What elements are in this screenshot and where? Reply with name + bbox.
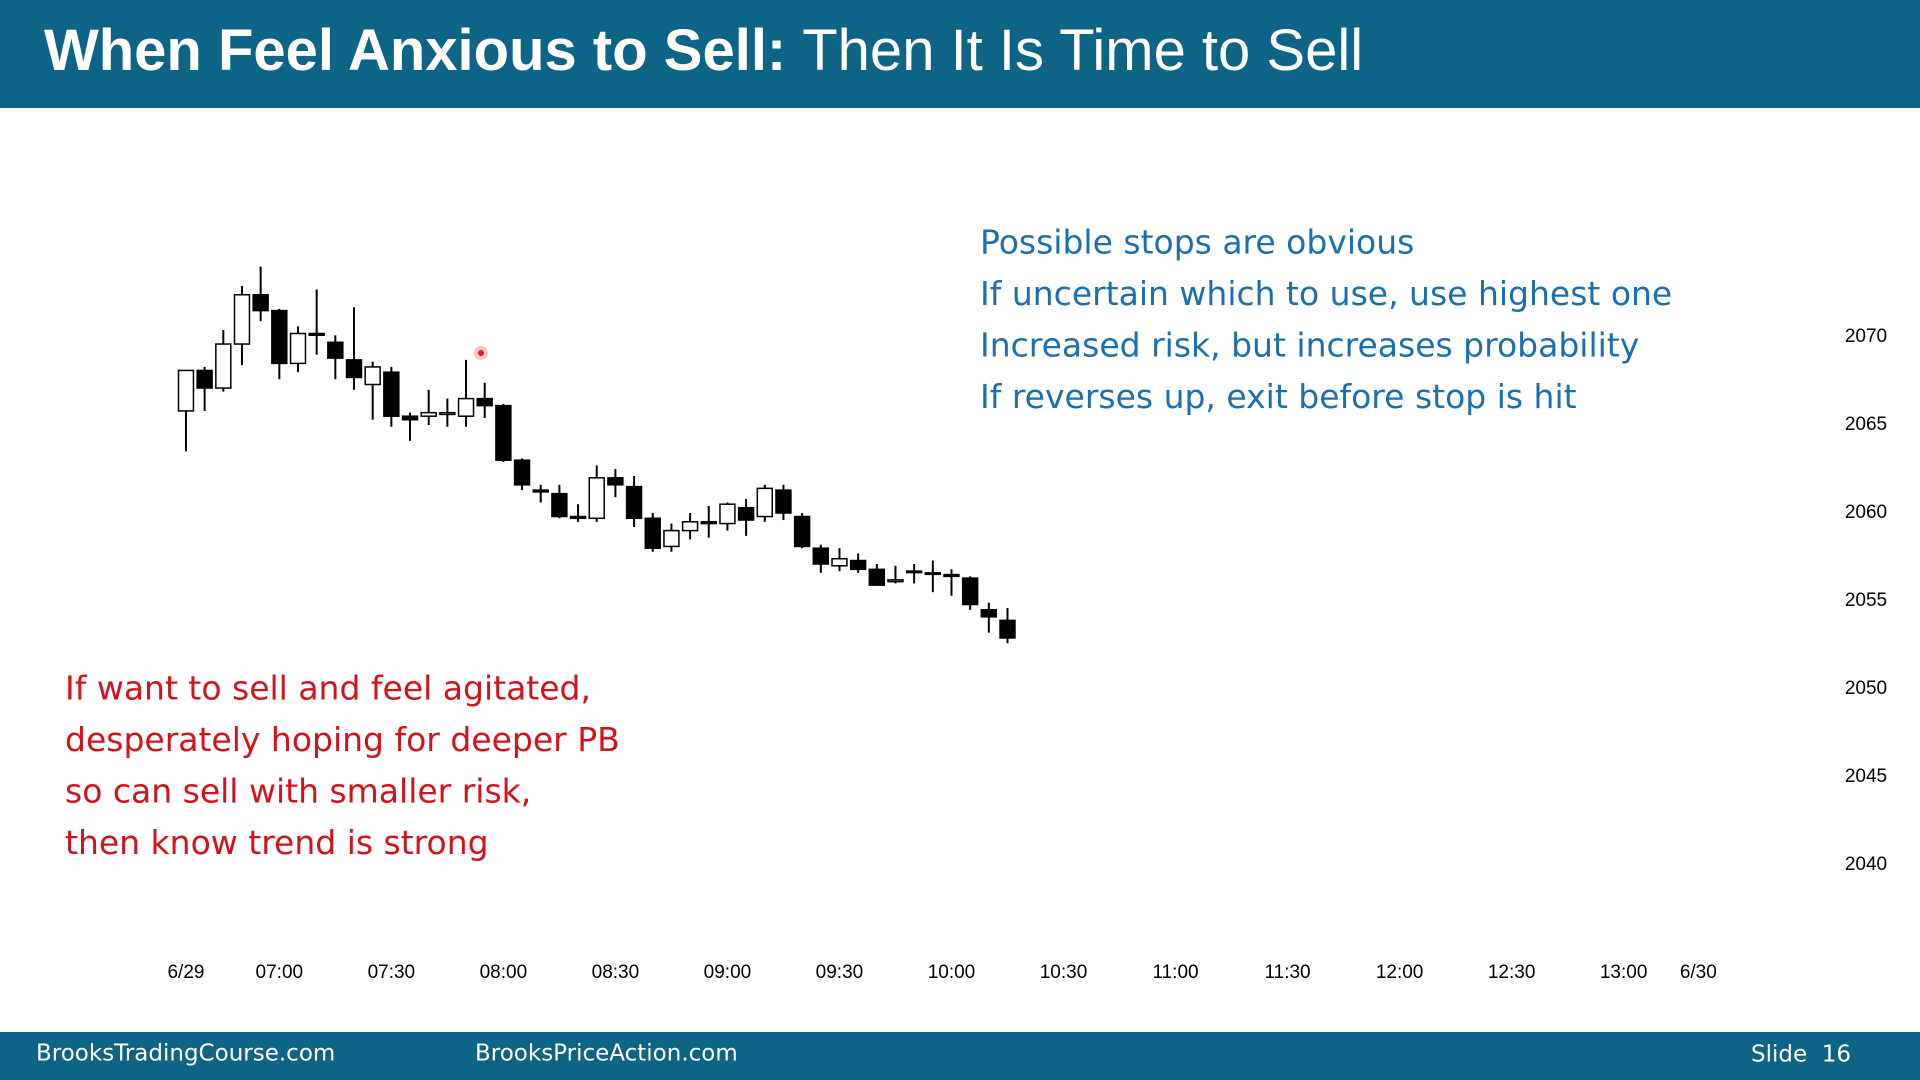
candle-body	[961, 577, 979, 606]
candle-body	[289, 332, 307, 365]
candle-body	[756, 487, 773, 518]
candle-body	[980, 609, 998, 618]
x-tick-label: 07:30	[368, 962, 416, 983]
slide-number: Slide 16	[1751, 1042, 1851, 1068]
x-tick-label: 12:30	[1488, 962, 1536, 983]
y-tick-label: 2045	[1845, 766, 1887, 787]
note-red: then know trend is strong	[65, 823, 489, 862]
candle-body	[924, 572, 942, 576]
x-tick-label: 08:30	[592, 962, 640, 983]
candle-body	[681, 521, 699, 532]
candle-body	[663, 529, 680, 548]
candle-body	[700, 521, 717, 525]
y-tick-label: 2050	[1845, 678, 1887, 699]
candle-body	[420, 411, 437, 417]
candle-body	[719, 503, 736, 525]
candle-body	[271, 309, 288, 365]
candle-body	[868, 568, 886, 586]
plot: 2040 2045 2050 2055 2060 2065 2070 6/29 07:00 07:…	[167, 266, 1887, 983]
x-tick-label: 10:00	[928, 962, 976, 983]
x-tick-label: 09:30	[816, 962, 864, 983]
candle-body	[364, 366, 381, 386]
y-tick-label: 2070	[1845, 326, 1887, 347]
y-tick-label: 2055	[1845, 590, 1887, 611]
candle-body	[177, 369, 195, 412]
x-tick-label: 11:00	[1152, 962, 1198, 983]
footer-center: BrooksPriceAction.com	[475, 1041, 738, 1067]
candle-body	[793, 515, 811, 548]
x-tick-label: 08:00	[480, 962, 528, 983]
candle-body	[513, 459, 531, 486]
y-tick-label: 2060	[1845, 502, 1887, 523]
candle-body	[308, 332, 325, 336]
candle-body	[625, 485, 643, 520]
note-blue: If uncertain which to use, use highest o…	[980, 274, 1672, 313]
candle-body	[401, 415, 419, 421]
candle-body	[607, 477, 624, 486]
notes: Possible stops are obvious If uncertain w…	[65, 223, 1672, 863]
x-tick-label: 6/30	[1680, 962, 1717, 983]
candle-body	[532, 489, 549, 493]
candle-body	[383, 371, 400, 417]
candle-body	[233, 294, 251, 345]
candle-body	[943, 573, 960, 578]
footer-bar	[0, 1032, 1920, 1080]
note-blue: If reverses up, exit before stop is hit	[980, 377, 1577, 416]
candle-body	[327, 341, 344, 359]
candle-body	[495, 404, 512, 461]
candle-body	[569, 515, 587, 520]
candle-body	[644, 517, 661, 549]
candle-body	[439, 411, 456, 416]
slide-title: When Feel Anxious to Sell: Then It Is Tim…	[44, 18, 1363, 83]
header-bar	[0, 0, 1920, 108]
x-tick-label: 11:30	[1264, 962, 1310, 983]
note-red: so can sell with smaller risk,	[65, 772, 531, 811]
candle-body	[457, 397, 475, 417]
x-tick-label: 12:00	[1376, 962, 1424, 983]
candle-body	[196, 369, 213, 389]
x-tick-label: 13:00	[1600, 962, 1648, 983]
footer-left: BrooksTradingCourse.com	[36, 1041, 335, 1067]
note-red: If want to sell and feel agitated,	[65, 669, 591, 708]
candle-body	[215, 343, 232, 389]
candle-body	[252, 294, 269, 312]
candle-body	[831, 558, 848, 567]
candle-body	[999, 619, 1016, 639]
note-red: desperately hoping for deeper PB	[65, 720, 620, 759]
candle-body	[905, 570, 923, 574]
candle-body	[588, 477, 605, 520]
candle-body	[775, 489, 792, 514]
candle-body	[551, 492, 568, 518]
x-tick-label: 6/29	[167, 962, 204, 983]
candle-body	[812, 547, 830, 565]
x-tick-label: 10:30	[1040, 962, 1088, 983]
candle-body	[345, 359, 363, 379]
x-tick-label: 07:00	[256, 962, 304, 983]
x-tick-label: 09:00	[704, 962, 752, 983]
y-tick-label: 2040	[1845, 854, 1887, 875]
cursor-dot	[478, 350, 484, 356]
title-rest: Then It Is Time to Sell	[802, 18, 1363, 83]
candle-body	[737, 506, 755, 521]
title-bold: When Feel Anxious to Sell:	[44, 18, 786, 83]
candle-body	[887, 579, 904, 583]
note-blue: Increased risk, but increases probabilit…	[980, 326, 1639, 365]
note-blue: Possible stops are obvious	[980, 223, 1414, 262]
candle-body	[849, 559, 867, 571]
y-tick-label: 2065	[1845, 414, 1887, 435]
candle-body	[476, 397, 493, 407]
